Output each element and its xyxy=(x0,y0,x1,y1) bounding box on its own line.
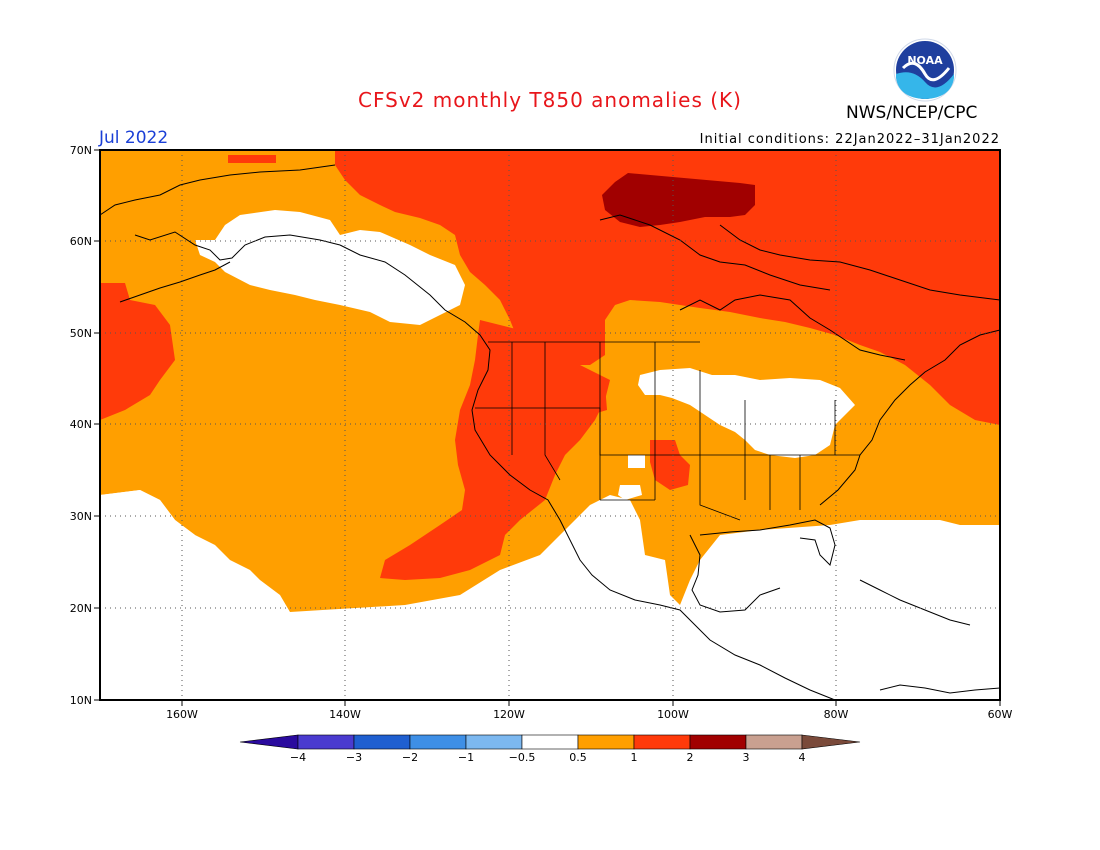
lat-label: 50N xyxy=(70,327,92,340)
lon-label: 100W xyxy=(657,708,689,721)
anomaly-region-red-west xyxy=(380,320,610,580)
anomaly-region-red-pacific xyxy=(100,283,175,420)
coastlines xyxy=(99,164,1001,701)
colorbar-label: 3 xyxy=(743,751,750,764)
colorbar-cell xyxy=(465,734,523,750)
svg-text:NOAA: NOAA xyxy=(907,54,943,67)
colorbar-cell xyxy=(801,734,861,750)
colorbar-cell xyxy=(239,734,299,750)
lat-label: 60N xyxy=(70,235,92,248)
colorbar-cell xyxy=(689,734,747,750)
anomaly-field xyxy=(100,150,1000,700)
lon-label: 120W xyxy=(493,708,525,721)
colorbar-cell xyxy=(633,734,691,750)
colorbar-label: 4 xyxy=(799,751,806,764)
lon-label: 160W xyxy=(166,708,198,721)
colorbar-cell xyxy=(297,734,355,750)
colorbar-label: −4 xyxy=(290,751,306,764)
colorbar: −4 −3 −2 −1 −0.5 0.5 1 2 3 4 xyxy=(239,734,861,764)
neutral-region-central xyxy=(638,368,855,458)
anomaly-patch-red-central xyxy=(650,440,690,490)
lat-label: 30N xyxy=(70,510,92,523)
neutral-region-south xyxy=(100,490,195,535)
graticule xyxy=(100,150,1000,700)
map-title: CFSv2 monthly T850 anomalies (K) xyxy=(358,88,742,112)
lat-label: 20N xyxy=(70,602,92,615)
lon-label: 80W xyxy=(824,708,849,721)
colorbar-label: 0.5 xyxy=(569,751,587,764)
colorbar-cell xyxy=(409,734,467,750)
colorbar-cell xyxy=(521,734,579,750)
state-boundaries xyxy=(475,341,860,521)
map-frame xyxy=(99,149,1001,701)
initial-conditions-label: Initial conditions: 22Jan2022–31Jan2022 xyxy=(699,132,1000,147)
colorbar-label: 2 xyxy=(687,751,694,764)
colorbar-cell xyxy=(353,734,411,750)
anomaly-patch-red xyxy=(228,155,276,163)
colorbar-cell xyxy=(745,734,803,750)
lat-label: 70N xyxy=(70,144,92,157)
organization-label: NWS/NCEP/CPC xyxy=(846,103,978,123)
anomaly-region-red-north xyxy=(335,150,1000,425)
colorbar-label: 1 xyxy=(631,751,638,764)
colorbar-cell xyxy=(577,734,635,750)
colorbar-label: −1 xyxy=(458,751,474,764)
lat-label: 10N xyxy=(70,694,92,707)
axis-ticks xyxy=(94,149,1001,706)
forecast-month-label: Jul 2022 xyxy=(99,128,169,148)
lon-label: 140W xyxy=(329,708,361,721)
lat-labels: 70N 60N 50N 40N 30N 20N 10N xyxy=(70,144,92,707)
colorbar-label: −2 xyxy=(402,751,418,764)
neutral-region-southwest xyxy=(618,485,642,500)
anomaly-region-darkred xyxy=(602,173,755,227)
lon-labels: 160W 140W 120W 100W 80W 60W xyxy=(166,708,1012,721)
neutral-region-southwest-2 xyxy=(628,455,645,468)
lon-label: 60W xyxy=(988,708,1013,721)
lat-label: 40N xyxy=(70,418,92,431)
colorbar-label: −3 xyxy=(346,751,362,764)
colorbar-label: −0.5 xyxy=(509,751,536,764)
anomaly-patch-red-small xyxy=(585,385,607,415)
noaa-logo: NOAA xyxy=(893,38,957,102)
neutral-region-alaska xyxy=(195,210,465,325)
